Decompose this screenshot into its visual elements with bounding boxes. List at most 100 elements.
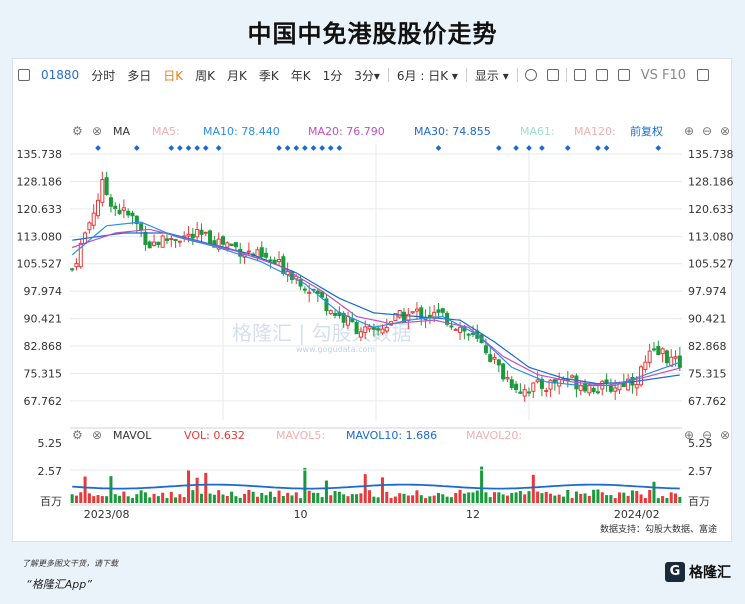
volume-bar <box>100 496 104 503</box>
display-select[interactable]: 显示 ▾ <box>474 68 509 83</box>
volume-bar <box>355 494 359 503</box>
y-tick-left: 82.868 <box>24 340 63 353</box>
pen-icon[interactable] <box>595 69 608 81</box>
volume-bar <box>303 467 307 503</box>
brand-icon: G <box>665 562 685 582</box>
volume-bar <box>536 491 540 503</box>
candle-body <box>548 379 553 390</box>
volume-bar <box>484 492 488 503</box>
signal-dot <box>185 145 192 151</box>
volume-bar <box>441 494 445 503</box>
tab-rik[interactable]: 日K <box>163 68 184 83</box>
signal-dot <box>293 145 300 151</box>
volume-bar <box>247 489 251 503</box>
volume-bar <box>178 494 182 503</box>
volume-bar <box>212 494 216 503</box>
candle-body <box>229 243 234 247</box>
volume-bar <box>488 497 492 503</box>
volume-bar <box>152 493 156 503</box>
tab-zhouk[interactable]: 周K <box>195 68 215 83</box>
volume-bar <box>359 493 363 503</box>
tab-jik[interactable]: 季K <box>258 68 279 83</box>
volume-bar <box>161 492 165 503</box>
candle-body <box>195 228 200 238</box>
y-tick-left: 90.421 <box>24 313 63 326</box>
candle-body <box>259 247 264 258</box>
candle-body <box>578 385 583 391</box>
panel-toggle-icon[interactable] <box>697 69 710 81</box>
tab-3fen[interactable]: 3分▾ <box>354 68 380 83</box>
volume-bar <box>480 466 484 503</box>
divider <box>565 68 567 82</box>
tab-niank[interactable]: 年K <box>290 68 311 83</box>
tab-duori[interactable]: 多日 <box>127 68 152 83</box>
candle-body <box>419 307 424 319</box>
candle-body <box>669 356 674 367</box>
candle-body <box>522 389 527 397</box>
candle-body <box>397 309 402 318</box>
volume-bar <box>561 496 565 503</box>
camera-icon[interactable] <box>573 69 586 81</box>
range-select[interactable]: 6月 : 日K ▾ <box>396 68 458 83</box>
candle-body <box>126 210 131 216</box>
volume-bar <box>553 495 557 503</box>
candle-body <box>660 348 665 355</box>
volume-bar <box>368 490 372 503</box>
candle-body <box>220 236 226 245</box>
volume-bar <box>596 489 600 503</box>
x-tick: 2023/08 <box>84 508 130 521</box>
candle-body <box>376 328 381 331</box>
candle-body <box>100 179 105 203</box>
candle-body <box>345 315 350 326</box>
candle-body <box>466 333 471 336</box>
volume-bar <box>402 493 406 503</box>
candle-body <box>104 177 109 195</box>
tab-1fen[interactable]: 1分 <box>322 68 343 83</box>
volume-bar <box>652 481 656 503</box>
signal-dot <box>302 145 308 151</box>
volume-bar <box>165 498 169 503</box>
vs-f10-button[interactable]: VS F10 <box>640 67 687 83</box>
volume-bar <box>570 498 574 503</box>
tab-fenshi[interactable]: 分时 <box>91 68 116 83</box>
candle-body <box>78 242 83 268</box>
volume-bar <box>122 491 126 503</box>
candle-body <box>117 209 122 215</box>
volume-bar <box>281 496 285 503</box>
volume-bar <box>639 494 643 503</box>
volume-bar <box>449 497 453 503</box>
volume-bar <box>199 493 203 503</box>
fullscreen-icon[interactable] <box>617 69 630 81</box>
ma-label: MA <box>113 125 130 138</box>
volume-bar <box>518 490 522 503</box>
candle-body <box>164 238 169 241</box>
volume-bar <box>648 489 652 503</box>
volume-bar <box>83 476 87 503</box>
volume-bar <box>665 498 669 503</box>
volume-bar <box>574 491 578 503</box>
candle-body <box>643 361 648 370</box>
candle-body <box>656 345 661 356</box>
candle-body <box>113 205 118 209</box>
stock-code[interactable]: 01880 <box>41 68 80 82</box>
list-icon[interactable] <box>18 69 30 81</box>
settings-icon[interactable] <box>524 69 537 81</box>
candle-body <box>225 242 230 248</box>
volume-bar <box>329 495 333 503</box>
volume-bar <box>135 494 139 503</box>
volume-bar <box>622 492 626 503</box>
volume-bar <box>605 495 609 503</box>
close-icon: ⊗ <box>92 428 102 442</box>
settings-icon: ⚙ <box>72 124 83 138</box>
tab-yuek[interactable]: 月K <box>226 68 247 83</box>
footer-app-name: “格隆汇App” <box>26 578 92 591</box>
color-select-icon[interactable] <box>546 69 559 81</box>
volume-bar <box>549 493 553 503</box>
candle-body <box>139 223 144 231</box>
candle-body <box>436 309 441 313</box>
mavol20-legend: MAVOL20: <box>466 429 522 442</box>
volume-bar <box>544 491 548 503</box>
reset-icon: ⊗ <box>720 428 730 442</box>
candle-body <box>440 308 445 313</box>
volume-bar <box>385 491 389 503</box>
